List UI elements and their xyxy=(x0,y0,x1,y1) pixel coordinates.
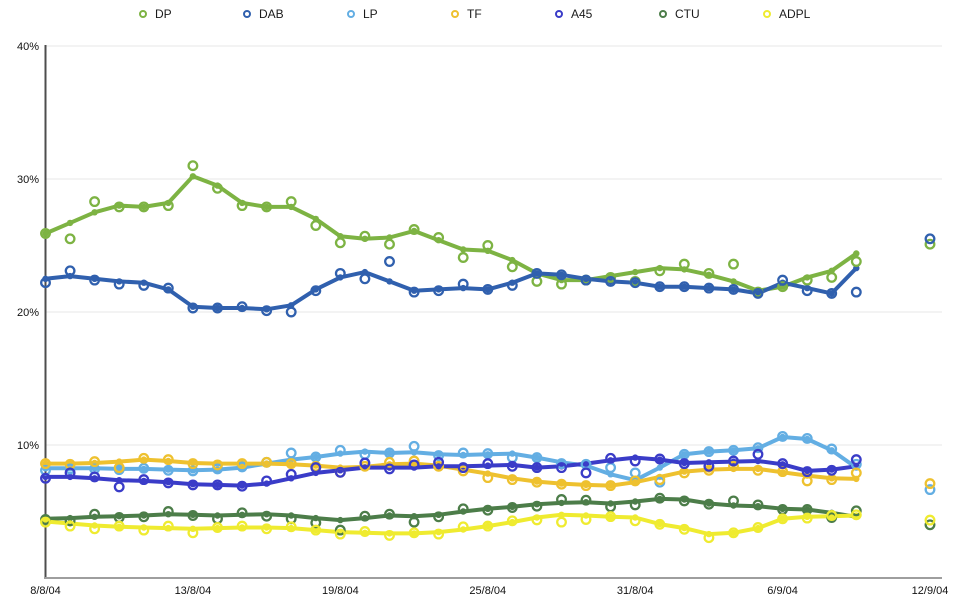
x-axis-label-5: 6/9/04 xyxy=(767,585,798,597)
legend-item-label: DAB xyxy=(259,7,284,21)
legend-item-label: LP xyxy=(363,7,378,21)
trend-path-a45 xyxy=(43,455,859,488)
legend-item-lp: LP xyxy=(347,6,451,22)
legend-item-label: DP xyxy=(155,7,172,21)
chart-legend: DP DAB LP TF A45 CTU ADPL xyxy=(139,6,867,22)
legend-marker-circle-icon xyxy=(243,10,251,18)
legend-item-tf: TF xyxy=(451,6,555,22)
x-axis-label-1: 13/8/04 xyxy=(175,585,212,597)
y-axis-label-10: 10% xyxy=(17,440,39,452)
trend-path-adpl xyxy=(43,512,859,537)
trend-path-lp xyxy=(43,435,859,483)
legend-item-label: A45 xyxy=(571,7,593,21)
gridlines xyxy=(45,45,942,446)
legend-marker-circle-icon xyxy=(763,10,771,18)
x-axis-label-6: 12/9/04 xyxy=(912,585,949,597)
trend-path-dp xyxy=(43,174,859,293)
legend-marker-circle-icon xyxy=(659,10,667,18)
legend-item-dab: DAB xyxy=(243,6,347,22)
legend-item-label: ADPL xyxy=(779,7,811,21)
legend-item-dp: DP xyxy=(139,6,243,22)
y-axis-label-20: 20% xyxy=(17,307,39,319)
legend-item-ctu: CTU xyxy=(659,6,763,22)
scatter-points-a45 xyxy=(40,448,862,493)
trend-path-dab xyxy=(43,266,859,312)
scatter-points-dp xyxy=(40,160,936,298)
y-axis-label-40: 40% xyxy=(17,41,39,53)
trend-line-adpl xyxy=(42,511,860,538)
legend-marker-circle-icon xyxy=(347,10,355,18)
x-axis-label-0: 8/8/04 xyxy=(30,585,61,597)
scatter-points-ctu xyxy=(40,492,936,536)
x-axis-label-3: 25/8/04 xyxy=(469,585,506,597)
y-axis-label-30: 30% xyxy=(17,174,39,186)
legend-item-adpl: ADPL xyxy=(763,6,867,22)
trend-line-dp xyxy=(42,173,860,294)
x-axis-label-4: 31/8/04 xyxy=(617,585,654,597)
legend-item-a45: A45 xyxy=(555,6,659,22)
legend-marker-circle-icon xyxy=(139,10,147,18)
legend-marker-circle-icon xyxy=(555,10,563,18)
legend-marker-circle-icon xyxy=(451,10,459,18)
y-axis-labels: 10% 20% 30% 40% xyxy=(17,41,39,452)
legend-item-label: CTU xyxy=(675,7,700,21)
trend-path-ctu xyxy=(43,496,859,523)
x-axis-labels: 8/8/04 13/8/04 19/8/04 25/8/04 31/8/04 6/9/04… xyxy=(30,585,948,597)
scatter-points-adpl xyxy=(40,509,936,544)
legend-item-label: TF xyxy=(467,7,482,21)
scatter-points-dab xyxy=(40,233,936,318)
x-axis-label-2: 19/8/04 xyxy=(322,585,359,597)
